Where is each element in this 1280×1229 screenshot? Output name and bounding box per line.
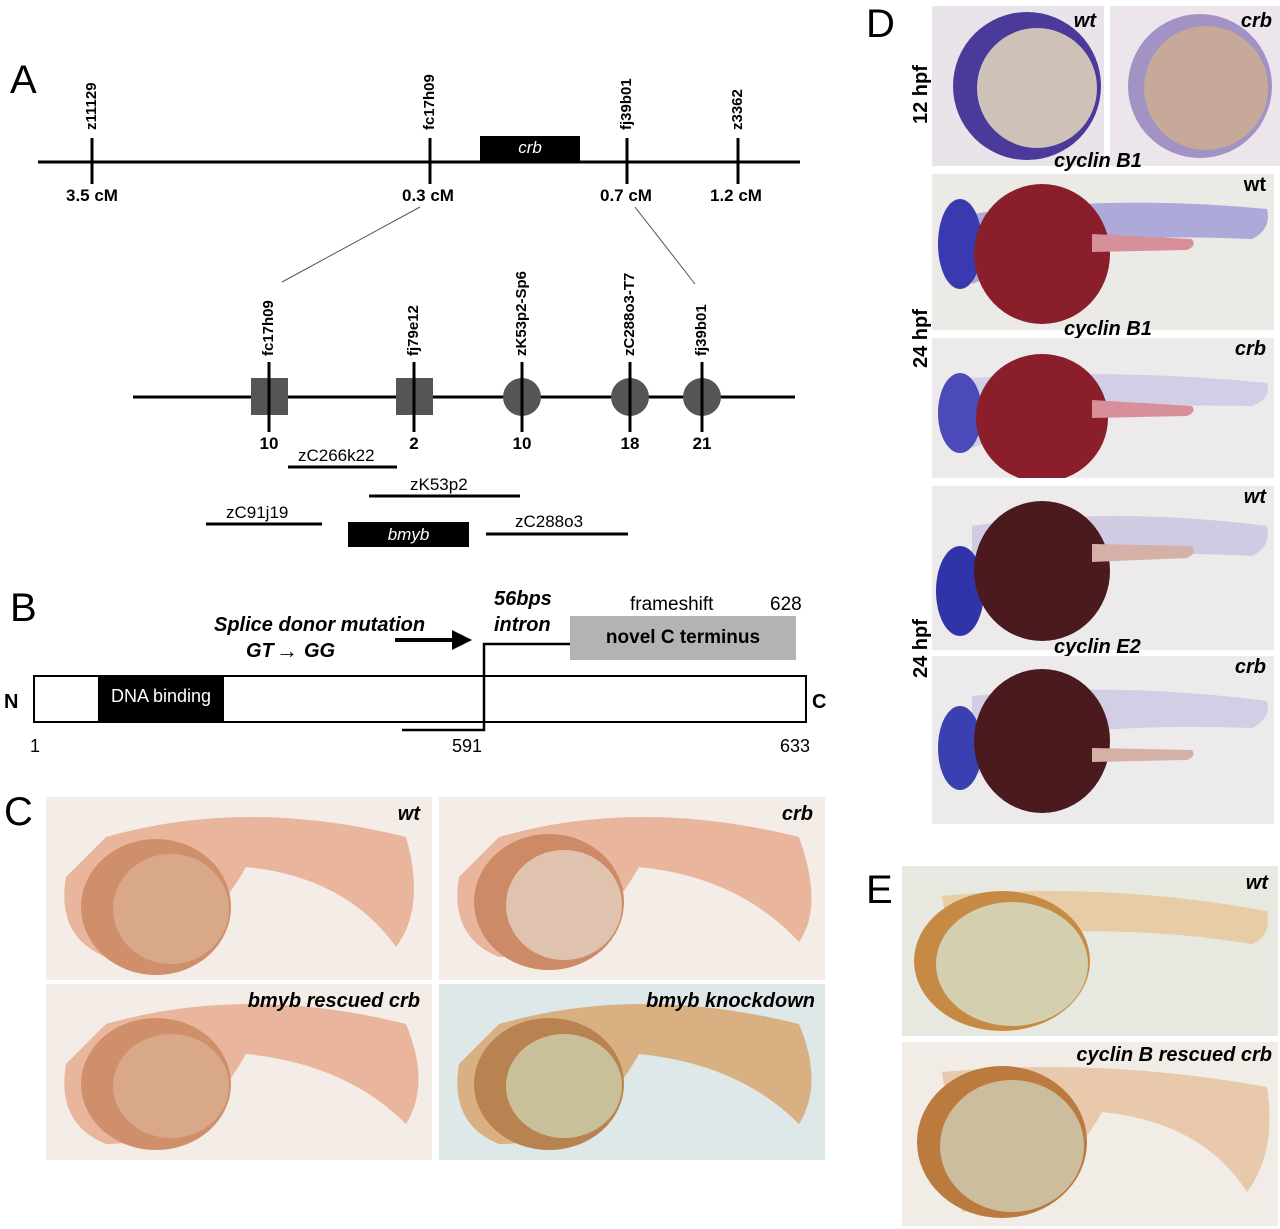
genotype-label: wt	[1073, 10, 1096, 32]
distance-label: 0.7 cM	[600, 186, 652, 205]
genotype-label: crb	[1234, 338, 1266, 360]
panel-label-b: B	[10, 586, 37, 630]
recombinant-count: 21	[692, 434, 712, 453]
embryo-photo-12hpf-crb: crb	[1110, 6, 1280, 166]
probe-label: cyclin B1	[1064, 318, 1152, 340]
embryo-image	[64, 1004, 419, 1150]
splice-mutation-label: Splice donor mutation	[214, 614, 426, 636]
embryo-photo-e-cyclinb-rescued: cyclin B rescued crb	[902, 1042, 1278, 1226]
novel-c-terminus-box	[570, 616, 796, 660]
genotype-label: wt	[397, 803, 420, 825]
marker-label: fj39b01	[618, 78, 635, 130]
embryo-image	[457, 817, 812, 970]
n-terminus-label: N	[4, 691, 19, 713]
position-633: 633	[780, 736, 811, 756]
marker-label: fc17h09	[421, 74, 438, 130]
clone-label: zC288o3	[515, 512, 584, 531]
genotype-label: crb	[781, 803, 813, 825]
embryo-image	[938, 184, 1268, 324]
embryo-image	[936, 501, 1268, 641]
marker-label: z11129	[83, 82, 100, 130]
genotype-label: cyclin B rescued crb	[1076, 1044, 1272, 1066]
position-628: 628	[770, 594, 802, 615]
marker-label: z3362	[729, 89, 746, 130]
marker-label: zK53p2-Sp6	[513, 270, 530, 356]
mutation-arrow-icon: →	[276, 638, 298, 663]
panel-label-e: E	[866, 868, 893, 912]
embryo-image	[64, 817, 414, 975]
embryo-photo-e-wt: wt	[902, 866, 1278, 1036]
stage-label-24hpf: 24 hpf	[910, 309, 932, 368]
dna-binding-label: DNA binding	[110, 686, 212, 706]
gt-label: GT	[246, 640, 274, 662]
stage-label-12hpf: 12 hpf	[910, 65, 932, 124]
probe-label: cyclin E2	[1054, 636, 1141, 658]
clone-label: zC91j19	[226, 503, 289, 522]
frameshift-label: frameshift	[630, 594, 714, 615]
distance-label: 3.5 cM	[66, 186, 118, 205]
genotype-label: wt	[1243, 486, 1266, 508]
embryo-photo-24hpf-wt-cyclinb1: wt	[932, 174, 1274, 330]
crb-gene-label: crb	[518, 138, 542, 157]
embryo-image	[938, 669, 1268, 813]
embryo-photo-24hpf-wt-cycline2: wt	[932, 486, 1274, 650]
embryo-image	[1128, 14, 1272, 158]
gg-label: GG	[304, 640, 336, 662]
position-1: 1	[30, 736, 41, 756]
intron-size-label: 56bps	[494, 588, 552, 610]
recombinant-count: 18	[620, 434, 640, 453]
arrow-head	[452, 630, 472, 650]
clone-label: zK53p2	[410, 475, 468, 494]
genotype-label: wt	[1243, 174, 1266, 196]
genotype-label: bmyb rescued crb	[247, 990, 420, 1012]
bmyb-gene-label: bmyb	[387, 525, 430, 544]
zoom-line-right	[634, 206, 696, 285]
genotype-label: wt	[1245, 872, 1268, 894]
marker-label: zC288o3-T7	[621, 272, 638, 356]
embryo-photo-24hpf-crb-cyclinb1: crb	[932, 338, 1274, 478]
embryo-image	[953, 12, 1101, 160]
embryo-image	[457, 1004, 812, 1150]
embryo-photo-wt: wt	[46, 797, 432, 980]
distance-label: 1.2 cM	[710, 186, 762, 205]
embryo-photo-12hpf-wt: wt	[932, 6, 1104, 166]
genetic-map-diagram	[38, 136, 800, 547]
bmyb-gene-box	[348, 522, 469, 547]
marker-label: fj39b01	[693, 304, 710, 356]
embryo-photo-bmyb-rescued: bmyb rescued crb	[46, 984, 432, 1160]
embryo-photo-crb: crb	[439, 797, 825, 980]
intron-path	[402, 642, 570, 732]
panel-label-c: C	[4, 790, 33, 834]
marker-label: fc17h09	[260, 300, 277, 356]
crb-gene-box	[480, 136, 580, 162]
recombinant-count: 10	[512, 434, 532, 453]
embryo-image	[914, 891, 1268, 1031]
embryo-image	[917, 1066, 1270, 1218]
stage-label-24hpf: 24 hpf	[910, 619, 932, 678]
recombinant-count: 10	[259, 434, 279, 453]
panel-label-d: D	[866, 2, 895, 46]
recombinant-count: 2	[409, 434, 419, 453]
position-591: 591	[452, 736, 483, 756]
embryo-photo-24hpf-crb-cycline2: crb	[932, 656, 1274, 824]
c-terminus-label: C	[812, 691, 827, 713]
embryo-photo-bmyb-knockdown: bmyb knockdown	[439, 984, 825, 1160]
zoom-line-left	[281, 206, 421, 283]
clone-label: zC266k22	[298, 446, 375, 465]
protein-diagram	[33, 616, 807, 732]
embryo-image	[938, 354, 1268, 478]
distance-label: 0.3 cM	[402, 186, 454, 205]
genotype-label: crb	[1234, 656, 1266, 678]
novel-c-terminus-label: novel C terminus	[605, 627, 761, 648]
dna-binding-domain	[98, 676, 224, 722]
genotype-label: bmyb knockdown	[646, 990, 815, 1012]
marker-label: fj79e12	[405, 305, 422, 356]
genotype-label: crb	[1240, 10, 1272, 32]
intron-label: intron	[494, 614, 551, 636]
probe-label: cyclin B1	[1054, 150, 1142, 172]
panel-label-a: A	[10, 58, 37, 102]
